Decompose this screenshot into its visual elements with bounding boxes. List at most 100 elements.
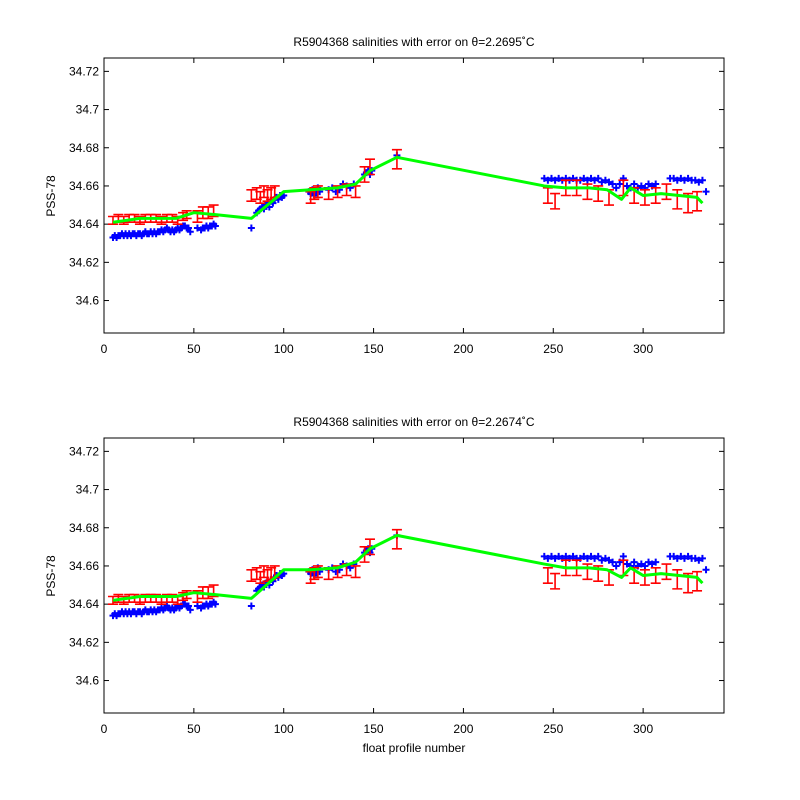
uncalibrated-point [612,562,620,570]
uncalibrated-point [580,174,588,182]
y-tick-label: 34.7 [76,483,100,497]
x-tick-label: 300 [633,722,653,736]
fit-line [112,155,704,224]
uncalibrated-point [684,174,692,182]
y-tick-label: 34.72 [69,64,99,78]
uncalibrated-point [184,224,192,232]
uncalibrated-point [598,178,606,186]
uncalibrated-point [211,600,219,608]
uncalibrated-point [605,556,613,564]
uncalibrated-point [609,180,617,188]
uncalibrated-point [247,224,255,232]
uncalibrated-point [555,174,563,182]
calibrated-errorbar [246,568,257,583]
uncalibrated-point [186,606,194,614]
uncalibrated-point [591,176,599,184]
uncalibrated-point [670,174,678,182]
bottom-y-axis-label: PSS-78 [44,555,58,597]
uncalibrated-point [637,182,645,190]
uncalibrated-point [623,560,631,568]
y-tick-label: 34.62 [69,255,99,269]
y-tick-label: 34.66 [69,559,99,573]
uncalibrated-point [641,562,649,570]
uncalibrated-point [609,558,617,566]
calibrated-errorbar [391,148,402,170]
uncalibrated-point [186,228,194,236]
calibrated-errorbar [246,188,257,203]
uncalibrated-point [677,552,685,560]
top-panel: R5904368 salinities with error on θ=2.26… [44,35,725,356]
x-tick-label: 50 [187,342,201,356]
uncalibrated-point [673,554,681,562]
y-tick-label: 34.64 [69,597,99,611]
bottom-panel: R5904368 salinities with error on θ=2.26… [44,415,725,755]
uncalibrated-point [698,554,706,562]
uncalibrated-point [648,560,656,568]
uncalibrated-point [680,554,688,562]
y-tick-label: 34.7 [76,103,100,117]
x-tick-label: 0 [101,722,108,736]
uncalibrated-point [619,552,627,560]
uncalibrated-point [652,180,660,188]
uncalibrated-point [540,174,548,182]
x-tick-label: 150 [364,342,384,356]
uncalibrated-point [645,558,653,566]
uncalibrated-point [616,180,624,188]
y-tick-label: 34.6 [76,674,100,688]
calibrated-errorbar [692,190,703,212]
uncalibrated-point [587,174,595,182]
x-tick-label: 50 [187,722,201,736]
uncalibrated-point [695,556,703,564]
top-plot-area: 0 50 100 150 200 250 300 34.6 34.62 34.64 34.66 34.… [69,57,725,356]
fit-line [112,533,704,602]
uncalibrated-point [591,554,599,562]
uncalibrated-point [680,176,688,184]
uncalibrated-point [623,182,631,190]
y-tick-label: 34.68 [69,141,99,155]
calibrated-errorbar [350,565,361,579]
calibrated-errorbar [107,215,118,225]
y-tick-label: 34.68 [69,521,99,535]
uncalibrated-point [587,552,595,560]
uncalibrated-point [702,188,710,196]
uncalibrated-point [562,552,570,560]
calibrated-errorbar [661,563,672,581]
axes-box [103,57,725,334]
uncalibrated-point [677,174,685,182]
top-chart-title: R5904368 salinities with error on θ=2.26… [293,35,534,49]
uncalibrated-point [673,176,681,184]
uncalibrated-point [598,556,606,564]
uncalibrated-point [684,552,692,560]
x-tick-label: 100 [274,342,294,356]
bottom-x-axis-label: float profile number [363,741,466,755]
calibrated-errorbar [672,188,683,210]
uncalibrated-point [569,552,577,560]
uncalibrated-point [630,558,638,566]
x-tick-label: 300 [633,342,653,356]
x-tick-label: 250 [543,342,563,356]
uncalibrated-point [645,180,653,188]
y-tick-label: 34.66 [69,179,99,193]
uncalibrated-point [630,180,638,188]
uncalibrated-point [547,552,555,560]
calibrated-errorbar [639,188,650,206]
uncalibrated-point [544,176,552,184]
x-tick-label: 250 [543,722,563,736]
calibrated-errorbar [542,567,553,584]
x-tick-label: 200 [453,342,473,356]
bottom-plot-area: 0 50 100 150 200 250 300 34.6 34.62 34.64 34.66 34.… [69,437,725,736]
bottom-chart-title: R5904368 salinities with error on θ=2.26… [293,415,534,429]
uncalibrated-point [698,176,706,184]
uncalibrated-point [583,554,591,562]
calibrated-errorbar [661,183,672,201]
calibrated-errorbar [550,572,561,590]
uncalibrated-point [211,222,219,230]
uncalibrated-point [691,554,699,562]
x-tick-label: 150 [364,722,384,736]
axes-box [103,437,725,714]
calibrated-errorbar [639,568,650,586]
calibrated-errorbar [391,528,402,550]
y-tick-label: 34.6 [76,294,100,308]
uncalibrated-point [346,564,354,572]
